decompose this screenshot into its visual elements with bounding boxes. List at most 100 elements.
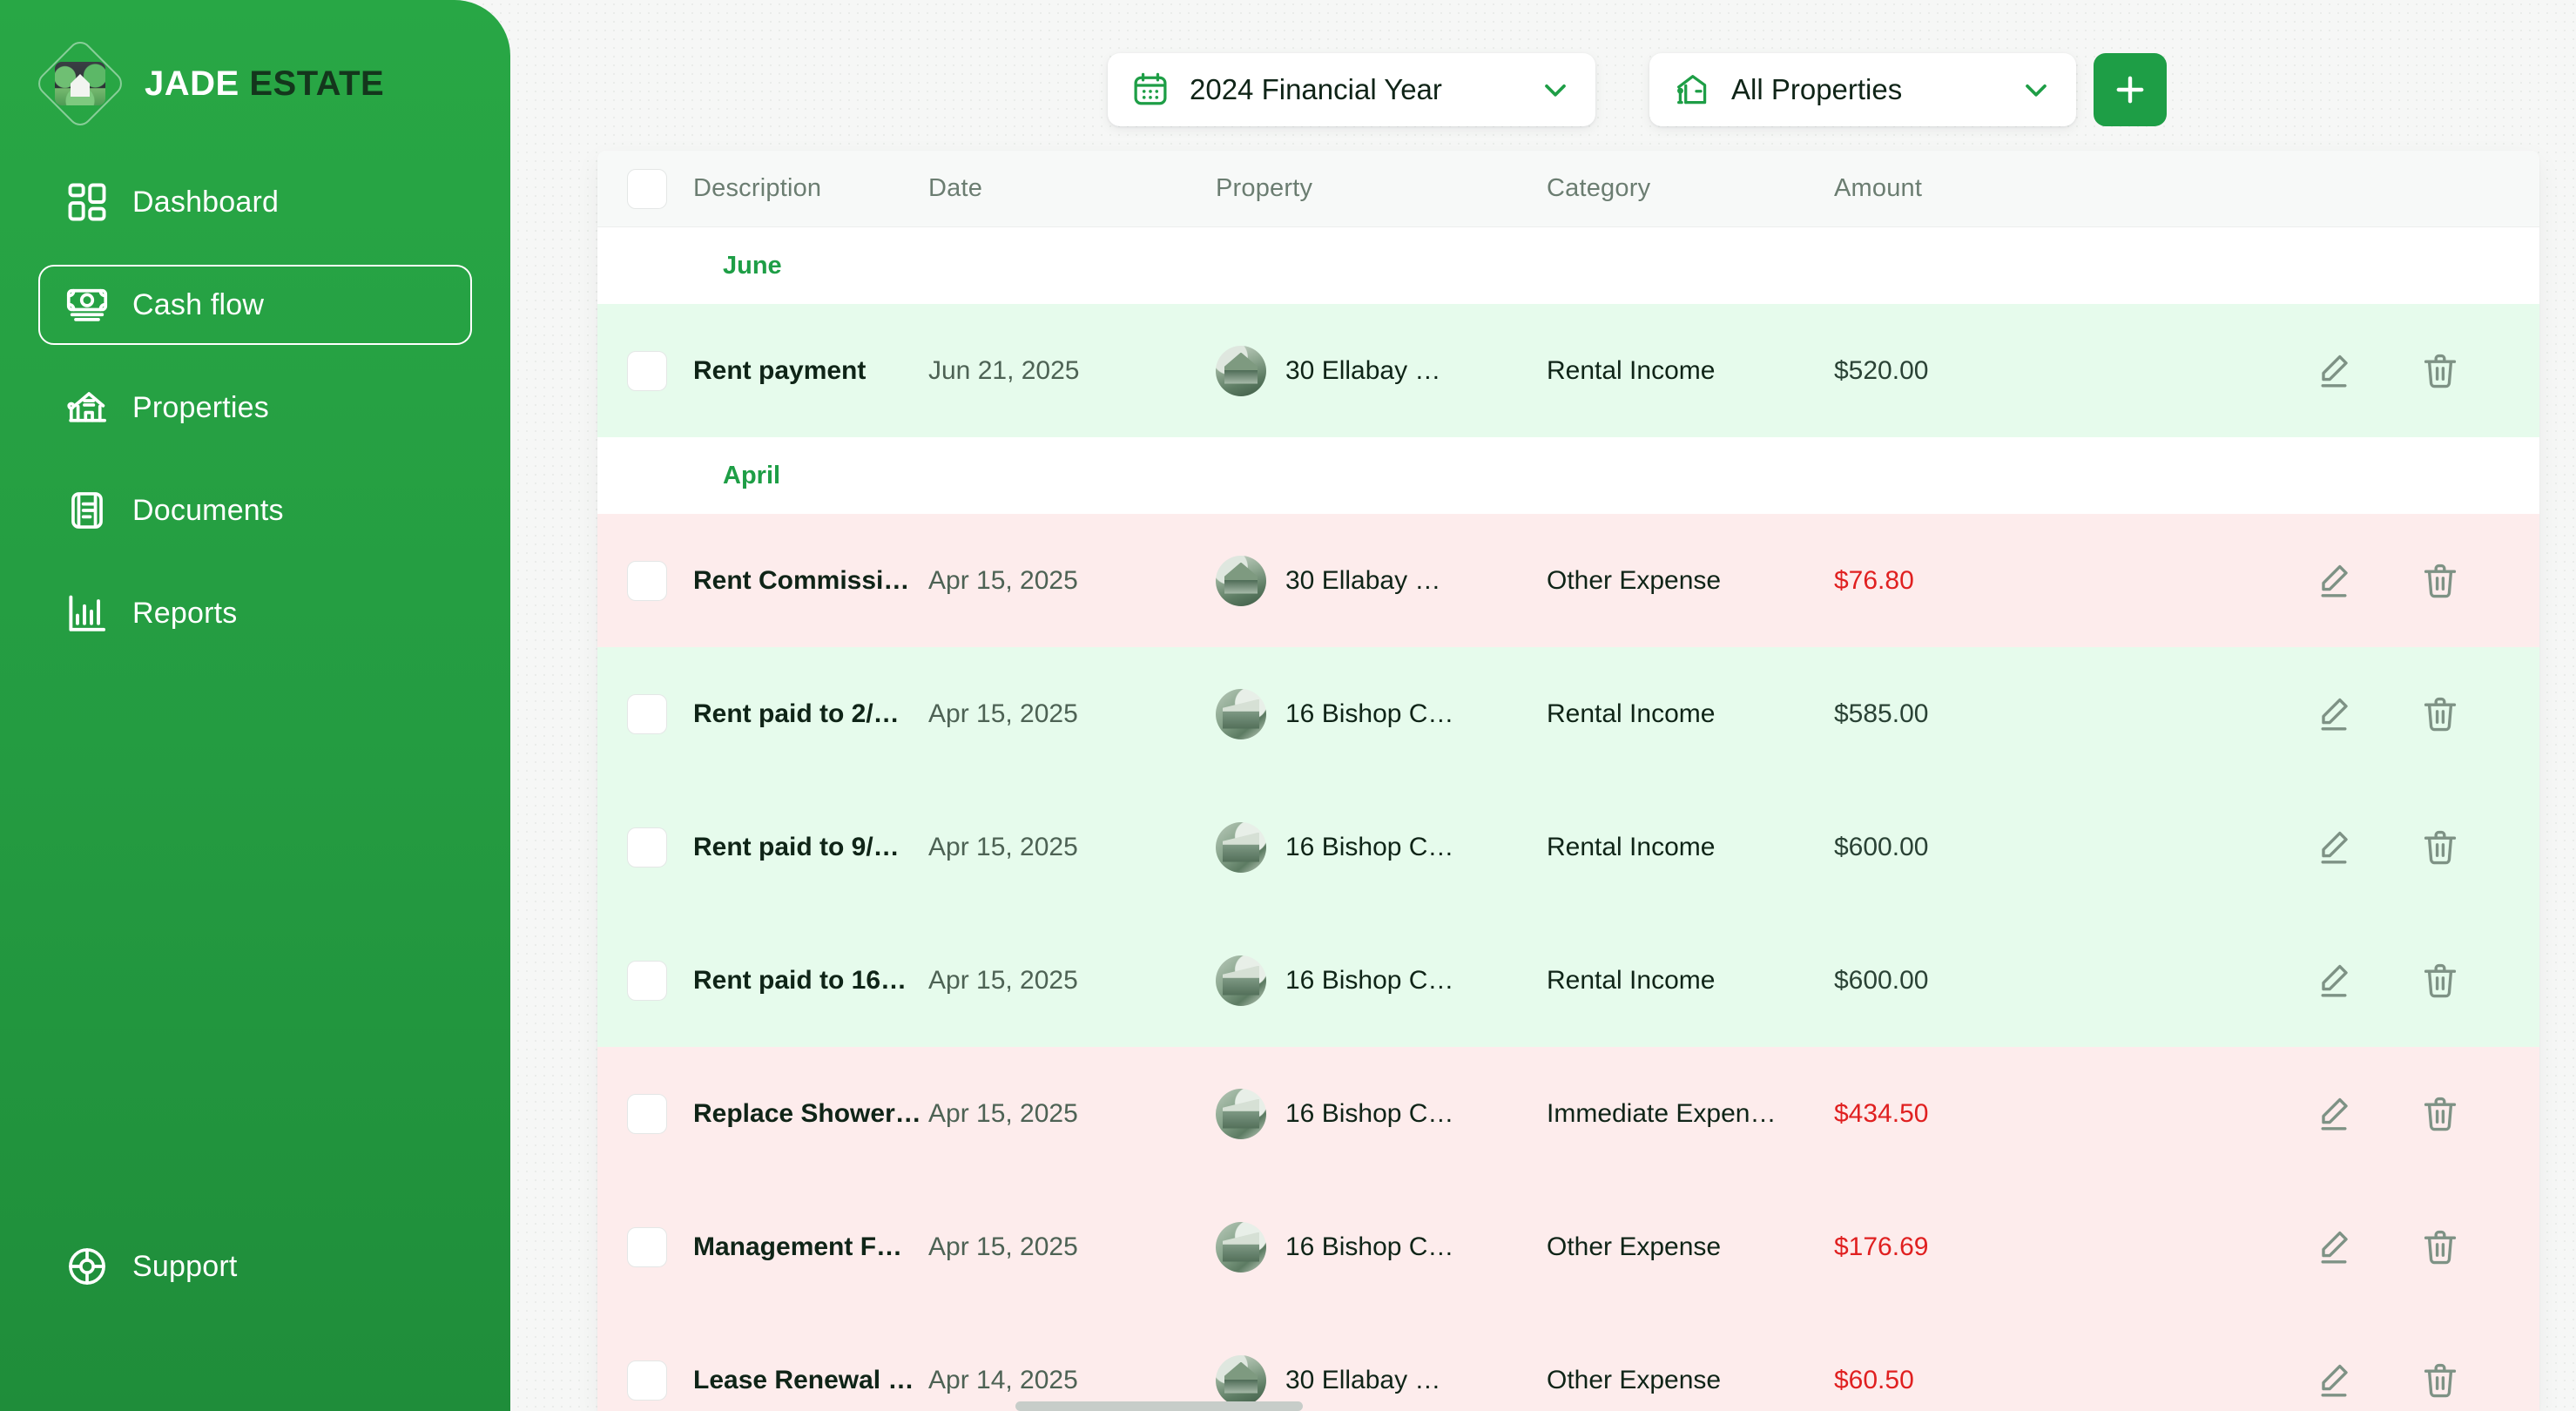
- table-row[interactable]: Rent paid to 2/… Apr 15, 2025 16 Bishop C……: [597, 647, 2539, 780]
- sidebar-item-dashboard[interactable]: Dashboard: [38, 162, 472, 242]
- trash-icon[interactable]: [2418, 958, 2463, 1003]
- edit-pencil-icon[interactable]: [2311, 692, 2357, 737]
- sidebar-item-documents[interactable]: Documents: [38, 470, 472, 550]
- trash-icon[interactable]: [2418, 1358, 2463, 1403]
- cell-description: Rent paid to 16…: [693, 965, 907, 995]
- sidebar-nav: Dashboard Cash flow: [0, 162, 510, 653]
- row-checkbox[interactable]: [627, 350, 667, 391]
- cell-property: 16 Bishop C…: [1216, 1221, 1547, 1273]
- cell-date: Apr 15, 2025: [928, 832, 1078, 861]
- cell-property: 16 Bishop C…: [1216, 821, 1547, 873]
- edit-pencil-icon[interactable]: [2311, 1358, 2357, 1403]
- trash-icon[interactable]: [2418, 348, 2463, 394]
- table-row[interactable]: Management F… Apr 15, 2025 16 Bishop C… Oth…: [597, 1180, 2539, 1313]
- cell-property: 30 Ellabay …: [1216, 555, 1547, 606]
- edit-pencil-icon[interactable]: [2311, 958, 2357, 1003]
- row-checkbox[interactable]: [627, 560, 667, 601]
- row-checkbox[interactable]: [627, 827, 667, 868]
- trash-icon[interactable]: [2418, 692, 2463, 737]
- property-thumbnail: [1216, 1354, 1266, 1406]
- edit-pencil-icon[interactable]: [2311, 348, 2357, 394]
- cell-description: Replace Shower…: [693, 1098, 921, 1128]
- logo-icon: [33, 37, 127, 131]
- cell-category: Rental Income: [1547, 355, 1716, 385]
- scrollbar-thumb[interactable]: [1015, 1401, 1303, 1411]
- cell-category: Rental Income: [1547, 965, 1716, 995]
- cell-property-name: 16 Bishop C…: [1285, 699, 1454, 728]
- trash-icon[interactable]: [2418, 1225, 2463, 1270]
- cell-category: Immediate Expen…: [1547, 1098, 1777, 1128]
- table-row[interactable]: Rent paid to 9/… Apr 15, 2025 16 Bishop C……: [597, 780, 2539, 914]
- cell-amount: $176.69: [1834, 1232, 1929, 1261]
- bar-chart-icon: [64, 591, 110, 636]
- cell-description: Lease Renewal …: [693, 1365, 914, 1394]
- cell-property: 30 Ellabay …: [1216, 1354, 1547, 1406]
- row-select-cell: [597, 1226, 693, 1267]
- column-header-category: Category: [1547, 174, 1651, 202]
- cell-description: Rent Commissi…: [693, 565, 910, 595]
- cell-amount: $585.00: [1834, 699, 1929, 728]
- sidebar-item-label: Cash flow: [132, 287, 265, 321]
- financial-year-select[interactable]: 2024 Financial Year: [1108, 53, 1595, 126]
- cell-property: 16 Bishop C…: [1216, 688, 1547, 739]
- grid-icon: [64, 179, 110, 225]
- trash-icon[interactable]: [2418, 1091, 2463, 1137]
- cell-category: Rental Income: [1547, 699, 1716, 728]
- column-header-date: Date: [928, 174, 983, 202]
- brand-word-jade: JADE: [145, 64, 239, 103]
- cell-amount: $434.50: [1834, 1098, 1929, 1128]
- table-row[interactable]: Lease Renewal … Apr 14, 2025 30 Ellabay … O…: [597, 1313, 2539, 1411]
- cell-category: Rental Income: [1547, 832, 1716, 861]
- add-transaction-button[interactable]: [2094, 53, 2167, 126]
- edit-pencil-icon[interactable]: [2311, 825, 2357, 870]
- table-row[interactable]: Rent paid to 16… Apr 15, 2025 16 Bishop C……: [597, 914, 2539, 1047]
- cell-property-name: 30 Ellabay …: [1285, 1365, 1441, 1394]
- table-row[interactable]: Rent payment Jun 21, 2025 30 Ellabay … Rent…: [597, 304, 2539, 437]
- cell-date: Apr 15, 2025: [928, 1232, 1078, 1261]
- sidebar-item-cash-flow[interactable]: Cash flow: [38, 265, 472, 345]
- property-thumbnail: [1216, 1088, 1266, 1139]
- table-row[interactable]: Rent Commissi… Apr 15, 2025 30 Ellabay … Ot…: [597, 514, 2539, 647]
- cell-property: 30 Ellabay …: [1216, 345, 1547, 396]
- row-checkbox[interactable]: [627, 1226, 667, 1267]
- row-checkbox[interactable]: [627, 1360, 667, 1401]
- cell-description: Rent paid to 2/…: [693, 699, 900, 728]
- sidebar-item-reports[interactable]: Reports: [38, 573, 472, 653]
- transactions-card: Description Date Property Category Amoun…: [597, 151, 2539, 1411]
- property-filter-select[interactable]: All Properties: [1649, 53, 2076, 126]
- cell-date: Apr 14, 2025: [928, 1365, 1078, 1394]
- sidebar-item-support[interactable]: Support: [38, 1226, 472, 1306]
- edit-pencil-icon[interactable]: [2311, 1091, 2357, 1137]
- cell-property: 16 Bishop C…: [1216, 955, 1547, 1006]
- cell-description: Rent paid to 9/…: [693, 832, 900, 861]
- sidebar-item-label: Dashboard: [132, 185, 280, 219]
- table-row[interactable]: Replace Shower… Apr 15, 2025 16 Bishop C… I…: [597, 1047, 2539, 1180]
- chevron-down-icon[interactable]: [2019, 72, 2053, 107]
- cell-amount: $60.50: [1834, 1365, 1914, 1394]
- horizontal-scrollbar[interactable]: [597, 1399, 2539, 1411]
- row-select-cell: [597, 1093, 693, 1134]
- sidebar: JADE ESTATE Dashboard: [0, 0, 510, 1411]
- trash-icon[interactable]: [2418, 825, 2463, 870]
- brand: JADE ESTATE: [0, 0, 510, 131]
- cell-property-name: 16 Bishop C…: [1285, 832, 1454, 861]
- chevron-down-icon[interactable]: [1538, 72, 1573, 107]
- row-checkbox[interactable]: [627, 1093, 667, 1134]
- month-group-header: June: [597, 227, 2539, 304]
- row-select-cell: [597, 960, 693, 1001]
- table-body: June Rent payment Jun 21, 2025 30 Ellabay ……: [597, 227, 2539, 1411]
- row-checkbox[interactable]: [627, 960, 667, 1001]
- row-select-cell: [597, 350, 693, 391]
- property-thumbnail: [1216, 1221, 1266, 1273]
- sidebar-item-properties[interactable]: Properties: [38, 368, 472, 448]
- row-checkbox[interactable]: [627, 693, 667, 734]
- trash-icon[interactable]: [2418, 558, 2463, 604]
- edit-pencil-icon[interactable]: [2311, 1225, 2357, 1270]
- column-header-property: Property: [1216, 174, 1313, 202]
- cell-property-name: 30 Ellabay …: [1285, 565, 1441, 595]
- edit-pencil-icon[interactable]: [2311, 558, 2357, 604]
- select-all-checkbox[interactable]: [627, 168, 667, 209]
- property-thumbnail: [1216, 955, 1266, 1006]
- cell-amount: $76.80: [1834, 565, 1914, 595]
- cell-date: Apr 15, 2025: [928, 965, 1078, 995]
